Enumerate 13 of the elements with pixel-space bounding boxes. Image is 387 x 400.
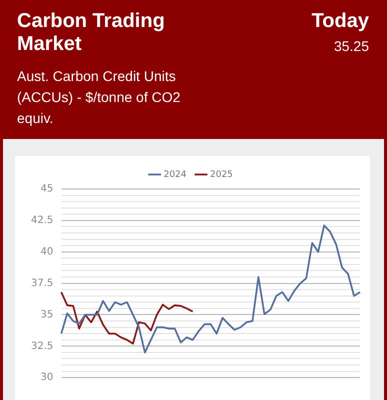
legend-label: 2024 [164,170,187,180]
text: Today [312,10,369,33]
y-tick-label: 35 [40,309,54,320]
y-tick-label: 32.5 [31,340,54,352]
text: 35.25 [332,37,369,56]
y-tick-label: 30 [40,372,54,384]
legend-label: 2025 [210,170,233,180]
chart-title: Carbon Trading Market [17,10,166,56]
y-tick-label: 45 [40,184,54,195]
y-tick-label: 42.5 [31,215,54,226]
y-tick-label: 37.5 [31,278,54,289]
y-tick-label: 40 [40,246,54,258]
chart-subtitle: Aust. Carbon Credit Units (ACCUs) - $/tonne of CO2 equiv. [17,67,182,128]
